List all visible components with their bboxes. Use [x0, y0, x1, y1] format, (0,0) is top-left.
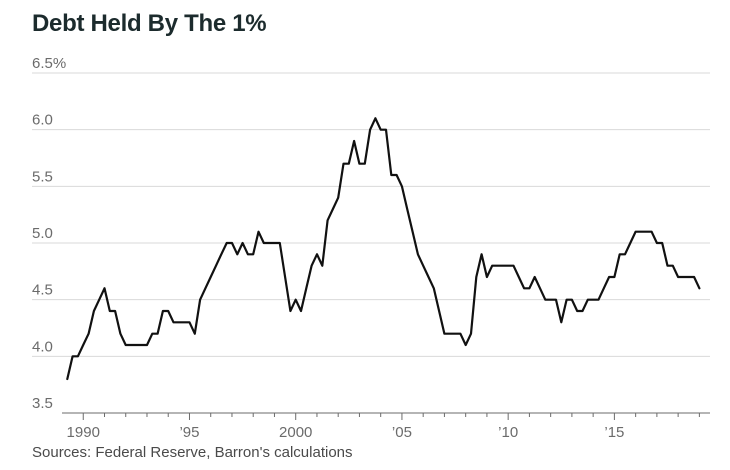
- y-tick-label: 4.5: [32, 282, 53, 299]
- y-tick-label: 5.5: [32, 168, 53, 185]
- x-tick-label: 2000: [279, 424, 312, 441]
- x-tick-label: ’10: [498, 424, 518, 441]
- y-tick-label: 4.0: [32, 338, 53, 355]
- chart-title: Debt Held By The 1%: [32, 10, 267, 37]
- x-tick-label: ’95: [179, 424, 199, 441]
- x-axis: 1990 ’95 2000 ’05 ’10 ’15: [62, 412, 710, 441]
- source-note: Sources: Federal Reserve, Barron's calcu…: [32, 444, 353, 461]
- x-tick-label: ’05: [392, 424, 412, 441]
- y-tick-label: 6.0: [32, 112, 53, 129]
- x-tick-label: ’15: [604, 424, 624, 441]
- x-tick-label: 1990: [67, 424, 100, 441]
- gridlines: [32, 72, 710, 357]
- series-line-0: [66, 117, 701, 381]
- y-axis-ticks: 6.5% 6.0 5.5 5.0 4.5 4.0 3.5: [32, 55, 66, 412]
- y-tick-label: 3.5: [32, 395, 53, 412]
- series-layer: [66, 117, 701, 381]
- y-tick-label: 5.0: [32, 225, 53, 242]
- y-tick-label: 6.5%: [32, 55, 66, 72]
